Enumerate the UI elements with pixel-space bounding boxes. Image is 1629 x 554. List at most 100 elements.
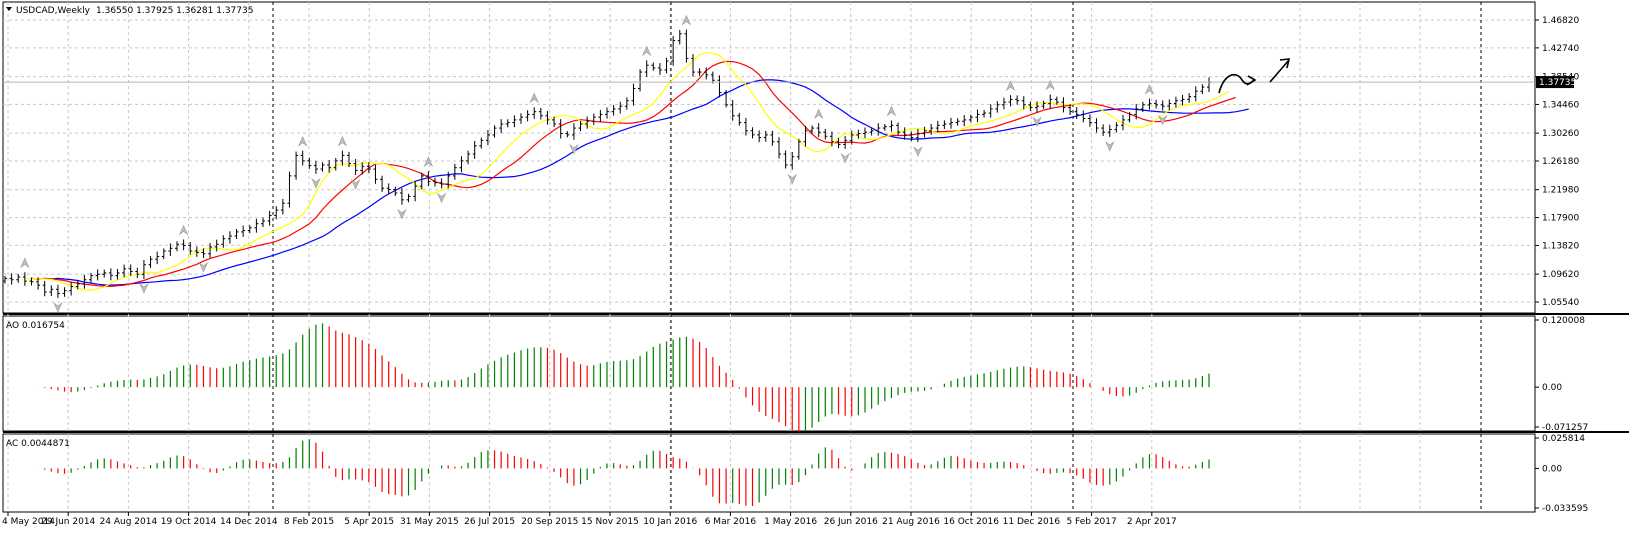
ohlc-bar <box>360 162 365 175</box>
ohlc-bar <box>671 35 676 66</box>
x-tick-label: 1 May 2016 <box>764 517 817 527</box>
ohlc-bar <box>380 175 385 192</box>
x-tick-label: 8 Feb 2015 <box>284 517 334 527</box>
ohlc-bar <box>366 162 371 174</box>
fractal-up-icon <box>1144 83 1155 95</box>
x-tick-label: 26 Jun 2016 <box>824 517 878 527</box>
ohlc-bar <box>75 281 80 290</box>
x-tick-label: 31 May 2015 <box>400 517 459 527</box>
fractal-down-icon <box>840 152 850 164</box>
ohlc-bar <box>3 275 7 284</box>
y-tick-label: 1.30260 <box>1542 129 1579 139</box>
ohlc-bar <box>234 228 239 239</box>
ohlc-bar <box>161 248 166 260</box>
ohlc-bar <box>889 120 894 132</box>
ohlc-bar <box>1035 101 1039 113</box>
ohlc-bar <box>1187 93 1192 103</box>
ohlc-bar <box>128 264 133 276</box>
ohlc-bar <box>565 131 570 138</box>
ohlc-bar <box>677 29 682 45</box>
ohlc-bar <box>327 160 332 173</box>
ohlc-bar <box>208 242 213 258</box>
ohlc-bar <box>353 159 358 175</box>
ohlc-bar <box>1154 99 1159 109</box>
ohlc-bar <box>307 157 312 169</box>
ohlc-bar <box>955 118 960 126</box>
fractal-up-icon <box>1045 79 1055 91</box>
ohlc-bar <box>452 163 457 180</box>
ohlc-bar <box>988 104 993 118</box>
ohlc-bar <box>89 272 93 283</box>
ohlc-bar <box>1021 96 1026 110</box>
ohlc-bar <box>433 177 437 187</box>
annotation-up-arrow <box>1269 59 1290 83</box>
ohlc-bar <box>638 69 643 92</box>
y-tick-label: 1.46820 <box>1542 16 1579 26</box>
ohlc-bar <box>585 116 590 129</box>
ohlc-bar <box>664 57 669 74</box>
ohlc-bar <box>333 157 338 171</box>
ohlc-bar <box>49 285 54 297</box>
ohlc-bar <box>829 131 834 147</box>
ohlc-bar <box>115 268 120 280</box>
ohlc-bar <box>737 112 742 126</box>
ohlc-bar <box>849 130 854 145</box>
x-tick-label: 15 Nov 2015 <box>581 517 639 527</box>
ohlc-bar <box>902 127 907 140</box>
ohlc-bar <box>373 164 378 184</box>
fractal-up-icon <box>297 136 308 147</box>
fractal-down-icon <box>53 302 63 313</box>
y-tick-label: 1.34460 <box>1542 100 1579 110</box>
ohlc-bar <box>459 156 464 173</box>
annotation-arrowhead-icon <box>1246 75 1257 86</box>
ohlc-bar <box>499 119 504 133</box>
indicator-label: AC 0.0044871 <box>6 439 70 449</box>
annotation-arrowhead-icon <box>1279 58 1291 69</box>
fractal-down-icon <box>397 208 407 220</box>
ohlc-bar <box>657 63 662 75</box>
y-tick-label: 1.17900 <box>1542 214 1579 224</box>
ohlc-bar <box>618 101 623 114</box>
ohlc-bar <box>803 125 808 147</box>
fractal-up-icon <box>886 105 897 117</box>
y-tick-label: -0.071257 <box>1542 423 1588 433</box>
x-tick-label: 10 Jan 2016 <box>643 517 697 527</box>
dropdown-triangle-icon[interactable] <box>6 7 12 11</box>
ohlc-bar <box>29 277 34 286</box>
ohlc-bar <box>280 198 285 215</box>
ohlc-bar <box>9 273 14 285</box>
ohlc-bar <box>320 162 325 172</box>
ohlc-bar <box>122 264 127 278</box>
ohlc-bar <box>717 75 722 98</box>
fractal-down-icon <box>139 283 149 294</box>
ohlc-bar <box>644 60 649 77</box>
ohlc-bar <box>922 126 927 138</box>
ohlc-bar <box>227 231 232 244</box>
ohlc-bar <box>1193 86 1198 102</box>
ohlc-bar <box>1140 101 1145 112</box>
ohlc-bar <box>896 122 901 136</box>
x-tick-label: 19 Oct 2014 <box>161 517 217 527</box>
ohlc-bar <box>505 119 510 128</box>
x-tick-label: 5 Apr 2015 <box>344 517 394 527</box>
ohlc-bar <box>62 287 67 297</box>
ohlc-bar <box>876 123 881 136</box>
ohlc-bar <box>492 125 497 138</box>
ohlc-bar <box>975 109 980 123</box>
ohlc-bar <box>1087 114 1092 127</box>
ohlc-bar <box>1015 95 1020 105</box>
ohlc-bar <box>294 151 299 180</box>
ohlc-bar <box>995 101 1000 113</box>
ohlc-bar <box>1061 97 1066 113</box>
current-price-label: 1.37735 <box>1539 78 1576 88</box>
ohlc-bar <box>949 117 953 129</box>
ohlc-bar <box>1074 107 1079 120</box>
ohlc-bar <box>1114 122 1119 133</box>
x-tick-label: 21 Aug 2016 <box>882 517 940 527</box>
ohlc-bar <box>823 128 828 140</box>
ohlc-bar <box>247 225 252 234</box>
ohlc-bar <box>42 281 47 297</box>
ohlc-bar <box>419 172 424 190</box>
ohlc-bar <box>1200 84 1205 95</box>
